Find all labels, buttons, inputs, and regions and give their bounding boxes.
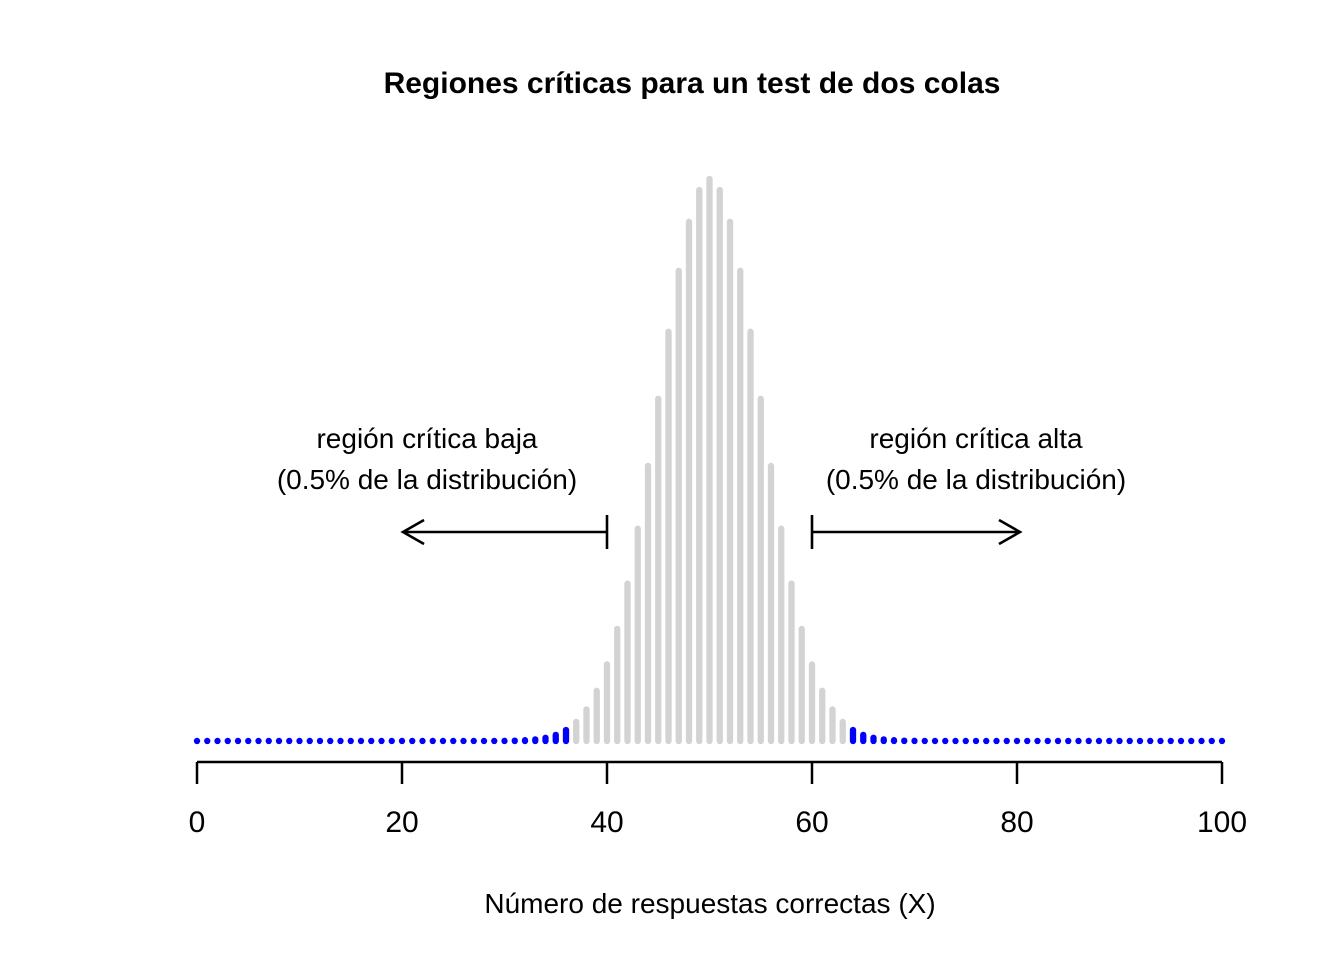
x-axis-tick-label: 20 (385, 806, 418, 839)
x-axis-tick-label: 100 (1197, 806, 1247, 839)
plot-title: Regiones críticas para un test de dos co… (384, 67, 1001, 100)
x-axis-tick-label: 0 (189, 806, 206, 839)
x-axis-tick-labels: 0 20 40 60 80 100 (189, 806, 1247, 839)
pmf-bars (193, 175, 1226, 745)
right-arrowhead-icon (998, 518, 1023, 546)
right-region-label-line1: región crítica alta (869, 423, 1083, 454)
right-arrow (810, 515, 1023, 549)
x-axis-tick-label: 60 (795, 806, 828, 839)
left-region-label-line1: región crítica baja (316, 423, 537, 454)
x-axis: 0 20 40 60 80 100 (189, 760, 1247, 839)
x-axis-title: Número de respuestas correctas (X) (484, 888, 935, 919)
x-axis-tick-label: 80 (1000, 806, 1033, 839)
left-arrow (400, 515, 609, 549)
right-region-label-line2: (0.5% de la distribución) (826, 464, 1126, 495)
left-region-label-line2: (0.5% de la distribución) (277, 464, 577, 495)
x-axis-tick-label: 40 (590, 806, 623, 839)
left-arrowhead-icon (400, 518, 425, 546)
x-axis-ticks (195, 762, 1224, 784)
